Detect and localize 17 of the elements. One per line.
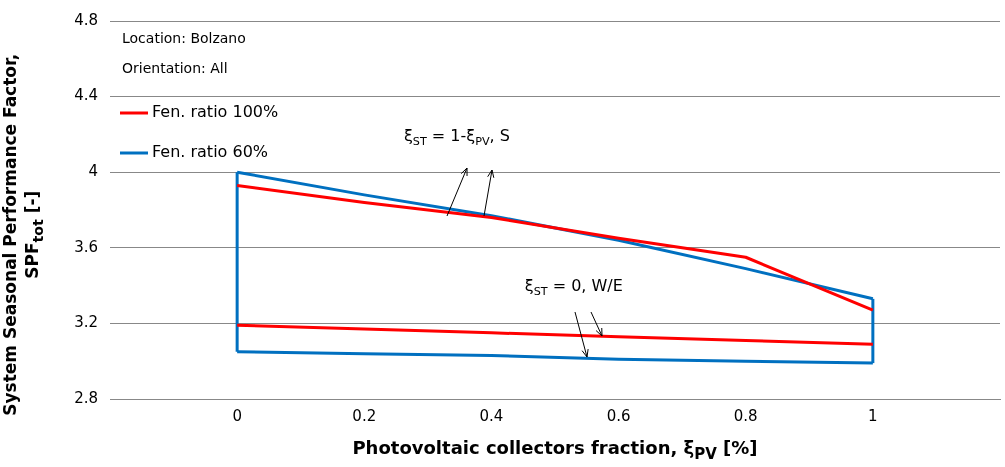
y-tick-label: 3.2: [74, 313, 98, 332]
x-tick-label: 1: [868, 406, 878, 425]
legend-label: Fen. ratio 100%: [152, 102, 279, 122]
x-tick-label: 0: [232, 406, 242, 425]
y-tick-label: 4.8: [74, 10, 98, 29]
y-tick-label: 2.8: [74, 388, 98, 407]
annotation: Location: Bolzano: [122, 30, 246, 46]
x-tick-label: 0.8: [733, 406, 758, 425]
legend-label: Fen. ratio 60%: [152, 142, 269, 162]
x-axis-title: Photovoltaic collectors fraction, ξ$_{PV}$ [%]: [351, 437, 759, 463]
y-tick-label: 4: [88, 162, 98, 181]
annotation: Orientation: All: [122, 60, 228, 76]
x-tick-label: 0.4: [479, 406, 504, 425]
y-tick-label: 4.4: [74, 86, 98, 105]
y-tick-label: 3.6: [74, 237, 98, 256]
x-tick-label: 0.6: [606, 406, 631, 425]
x-tick-label: 0.2: [352, 406, 377, 425]
